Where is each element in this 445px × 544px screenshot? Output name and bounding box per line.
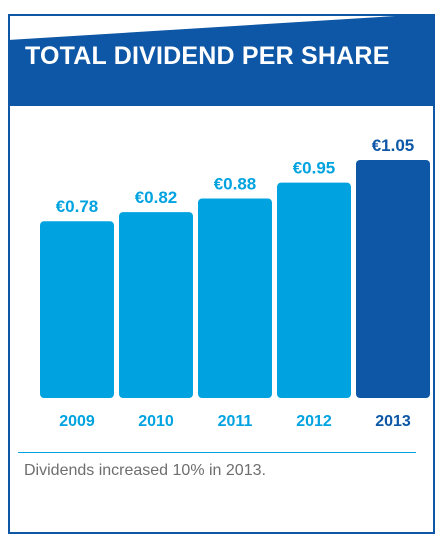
- bar-2009: [40, 221, 114, 398]
- year-label-2012: 2012: [296, 413, 332, 430]
- value-label-2010: €0.82: [135, 188, 178, 207]
- bar-2013: [356, 160, 430, 398]
- chart-title: TOTAL DIVIDEND PER SHARE: [25, 42, 390, 70]
- bar-2010: [119, 212, 193, 398]
- year-label-2013: 2013: [375, 413, 411, 430]
- value-label-2011: €0.88: [214, 175, 257, 194]
- value-label-2012: €0.95: [293, 159, 336, 178]
- chart-caption: Dividends increased 10% in 2013.: [24, 462, 266, 479]
- value-label-2009: €0.78: [56, 197, 99, 216]
- bar-2011: [198, 198, 272, 398]
- bar-2012: [277, 182, 351, 398]
- value-label-2013: €1.05: [372, 136, 415, 155]
- year-label-2011: 2011: [218, 413, 253, 430]
- divider-line: [18, 452, 416, 453]
- title-banner: [8, 14, 435, 106]
- title-banner-shape: [8, 14, 435, 106]
- year-label-2010: 2010: [138, 413, 174, 430]
- year-label-2009: 2009: [59, 413, 95, 430]
